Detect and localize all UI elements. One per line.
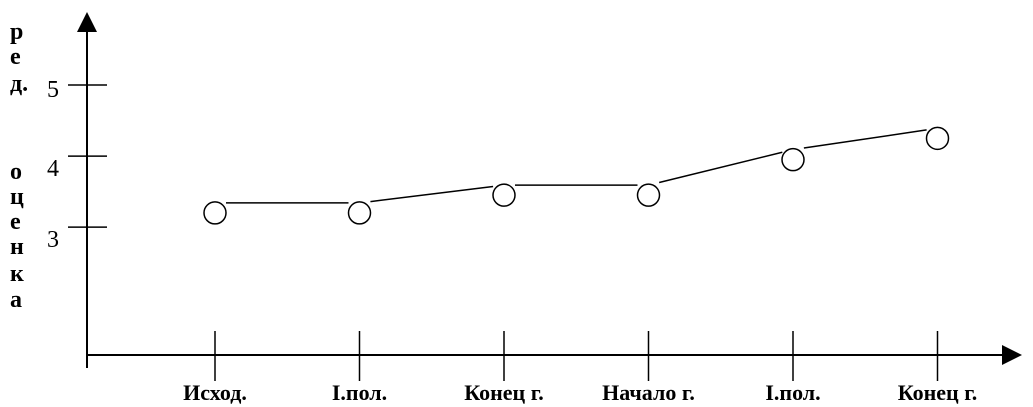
y-axis-label-letter: е <box>10 44 21 70</box>
data-point <box>925 126 950 151</box>
y-tick-label: 5 <box>47 77 59 103</box>
x-tick-label: Конец г. <box>464 380 543 405</box>
series-segment <box>370 185 494 203</box>
series-segment <box>659 151 783 184</box>
x-tick-label: I.пол. <box>332 380 387 405</box>
y-ticks: 3 4 5 <box>47 77 107 253</box>
y-axis-label-letter: р <box>10 19 24 45</box>
x-tick-label: Конец г. <box>898 380 977 405</box>
y-tick-label: 3 <box>47 227 59 253</box>
y-axis-label-letter: н <box>10 234 24 260</box>
y-axis-label-letter: о <box>10 159 22 185</box>
data-point <box>203 201 227 225</box>
data-point <box>347 201 372 225</box>
y-axis-label-letter: д. <box>10 71 29 97</box>
data-point <box>781 147 805 172</box>
x-tick-label: Исход. <box>183 380 247 405</box>
x-ticks: Исход. I.пол. Конец г. Начало г. I.пол. Конец… <box>183 331 977 405</box>
x-tick-label: Начало г. <box>602 380 695 405</box>
series-line <box>203 126 950 225</box>
y-tick-label: 4 <box>47 156 59 182</box>
y-axis-label-letter: е <box>10 209 21 235</box>
data-point <box>492 183 516 207</box>
y-axis-label-letter: к <box>10 261 24 287</box>
y-axis-label-letter: а <box>10 287 22 313</box>
series-segment <box>803 129 927 149</box>
y-axis-label-letter: ц <box>10 184 24 210</box>
data-point <box>636 183 661 207</box>
x-tick-label: I.пол. <box>765 380 820 405</box>
